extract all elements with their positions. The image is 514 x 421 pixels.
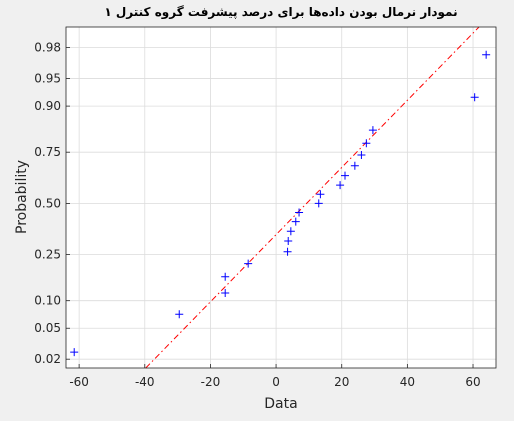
data-point xyxy=(70,348,79,357)
data-point xyxy=(316,190,325,199)
grid-lines xyxy=(66,27,496,368)
data-point xyxy=(357,151,366,160)
y-tick-label: 0.50 xyxy=(34,196,61,210)
y-tick-label: 0.98 xyxy=(34,41,61,55)
y-axis-label-text: Probability xyxy=(14,159,30,235)
data-point xyxy=(341,171,350,180)
data-point xyxy=(362,139,371,148)
y-tick-label: 0.10 xyxy=(34,294,61,308)
data-point xyxy=(244,259,253,268)
chart-title: نمودار نرمال بودن داده‌ها برای درصد پیشر… xyxy=(104,5,458,19)
data-point xyxy=(221,288,230,297)
x-tick-labels: -60 -40 -20 0 20 40 60 xyxy=(69,375,480,389)
y-tick-labels: 0.02 0.05 0.10 0.25 0.50 0.75 0.90 0.95 0.98 xyxy=(34,41,61,367)
reference-line xyxy=(145,26,480,369)
y-tick-label: 0.25 xyxy=(34,248,61,262)
data-point xyxy=(350,161,359,170)
data-points xyxy=(70,50,491,357)
x-tick-label: 20 xyxy=(334,375,349,389)
data-point xyxy=(291,217,300,226)
data-point xyxy=(286,227,295,236)
x-tick-label: -40 xyxy=(135,375,155,389)
data-point xyxy=(295,208,304,217)
x-tick-label: 40 xyxy=(400,375,415,389)
data-point xyxy=(470,93,479,102)
x-axis-label: Data xyxy=(264,396,298,412)
x-tick-label: 0 xyxy=(272,375,280,389)
y-tick-label: 0.75 xyxy=(34,145,61,159)
x-tick-label: 60 xyxy=(465,375,480,389)
data-point xyxy=(284,237,293,246)
y-tick-label: 0.02 xyxy=(34,352,61,366)
y-tick-label: 0.05 xyxy=(34,321,61,335)
x-tick-label: -60 xyxy=(69,375,89,389)
x-tick-label: -20 xyxy=(201,375,221,389)
data-point xyxy=(336,181,345,190)
data-point xyxy=(482,50,491,59)
data-point xyxy=(221,272,230,281)
y-tick-label: 0.90 xyxy=(34,99,61,113)
y-tick-label: 0.95 xyxy=(34,72,61,86)
axes-background xyxy=(66,27,496,368)
data-point xyxy=(283,247,292,256)
reference-line-group xyxy=(145,26,480,369)
data-point xyxy=(314,199,323,208)
data-point xyxy=(368,126,377,135)
data-point xyxy=(175,310,184,319)
axes-frame xyxy=(65,26,497,369)
